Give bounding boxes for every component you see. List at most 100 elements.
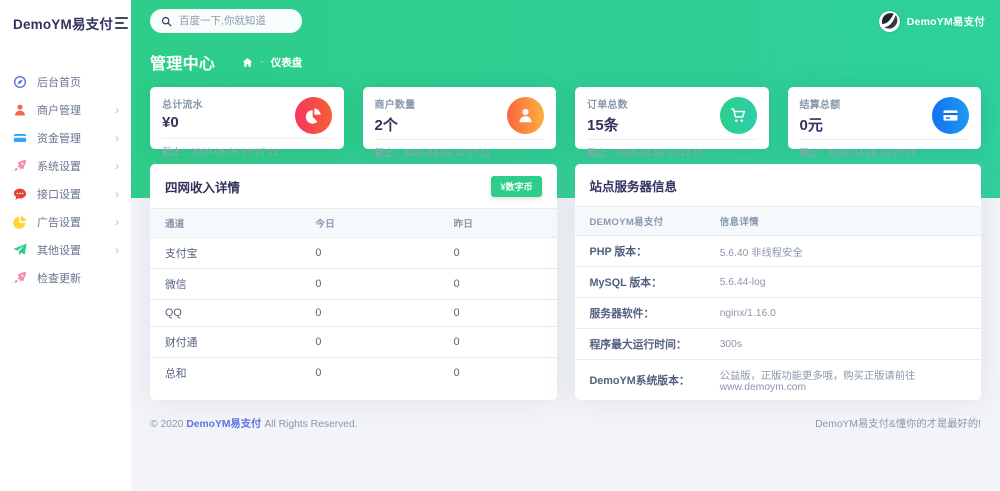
info-label: 服务器软件： [574, 297, 705, 329]
info-label: MySQL 版本： [574, 266, 705, 298]
server-panel-header: 站点服务器信息 [575, 164, 982, 206]
server-panel: 站点服务器信息 DEMOYM易支付 信息详情 PHP 版本： 5.6.40 非线程安… [574, 164, 982, 400]
breadcrumb: - 仪表盘 [242, 55, 302, 70]
sidebar-item-3[interactable]: 资金管理 › [0, 124, 131, 152]
sidebar-item-7[interactable]: 其他设置 › [0, 236, 131, 264]
cell: 0 [438, 357, 557, 388]
column-header: 信息详情 [704, 206, 981, 236]
sidebar-nav: 后台首页 商户管理 › 资金管理 › 系统设置 › 接口设置 › 广告设置 › 其他设置 › 检查更新 [0, 46, 131, 292]
breadcrumb-current: 仪表盘 [270, 56, 303, 69]
table-row: 支付宝 0 0 [150, 238, 557, 269]
sidebar-item-label: 广告设置 [37, 217, 81, 229]
income-panel-header: 四网收入详情 ¥数字币 [150, 164, 557, 208]
sidebar-item-label: 检查更新 [37, 273, 81, 285]
stat-footer: 截止：2020-04-26 10:27:11 [162, 138, 332, 158]
column-header: DEMOYM易支付 [574, 206, 705, 236]
chevron-right-icon: › [115, 131, 119, 145]
stat-cards-row: 总计流水 ¥0 截止：2020-04-26 10:27:11 商户数量 2个截止：202… [150, 87, 981, 159]
cell: QQ [150, 299, 301, 327]
stat-footer: 截止：2020-04-26 10:27:11 [799, 139, 969, 159]
sidebar-item-6[interactable]: 广告设置 › [0, 208, 131, 236]
cell: 微信 [150, 268, 301, 300]
cell: 0 [438, 268, 557, 300]
table-row: 服务器软件： nginx/1.16.0 [574, 297, 981, 329]
chevron-right-icon: › [115, 187, 119, 201]
sidebar-item-1[interactable]: 后台首页 [0, 68, 131, 96]
sidebar-item-label: 接口设置 [37, 189, 81, 201]
user-menu[interactable]: DemoYM易支付 [878, 10, 985, 32]
page-footer: © 2020 DemoYM易支付 All Rights Reserved. Demo… [150, 415, 981, 430]
table-row: 财付通 0 0 [150, 326, 557, 358]
footer-brand-link[interactable]: DemoYM易支付 [186, 419, 262, 430]
panels-row: 四网收入详情 ¥数字币 通道 今日 昨日 支付宝 0 0 微信 0 0 QQ 0 0 财付通 0 0 总和 0… [150, 164, 981, 400]
cell: 支付宝 [165, 248, 198, 260]
person-icon [507, 97, 544, 134]
stat-footer: 截止：2020-04-26 10:27:11 [374, 139, 544, 159]
credit-card-icon [13, 131, 27, 145]
brand-logo: DemoYM易支付 [13, 17, 114, 32]
comment-icon [13, 187, 27, 201]
pie-chart-icon [294, 97, 332, 134]
table-row: 微信 0 0 [150, 268, 557, 300]
stat-value: ¥0 [162, 114, 179, 131]
user-name: DemoYM易支付 [906, 15, 985, 28]
cell: 0 [300, 357, 439, 388]
pie-icon [13, 215, 27, 229]
cell: 0 [300, 326, 439, 358]
cart-icon [719, 97, 757, 134]
server-panel-title: 站点服务器信息 [589, 180, 678, 194]
sidebar-item-5[interactable]: 接口设置 › [0, 180, 131, 208]
user-icon [13, 103, 27, 117]
info-value: 300s [704, 328, 981, 360]
footer-copyright: © 2020 DemoYM易支付 All Rights Reserved. [150, 415, 358, 430]
footer-slogan: DemoYM易支付&懂你的才是最好的! [815, 419, 981, 430]
sidebar-item-8[interactable]: 检查更新 [0, 264, 131, 292]
table-row: PHP 版本： 5.6.40 非线程安全 [575, 236, 982, 267]
sidebar-item-label: 系统设置 [37, 161, 81, 173]
table-row: QQ 0 0 [150, 299, 557, 327]
search-field[interactable] [179, 15, 291, 27]
income-panel-title: 四网收入详情 [165, 181, 241, 195]
info-value: 5.6.40 非线程安全 [719, 247, 803, 259]
home-icon[interactable] [242, 57, 253, 68]
chevron-right-icon: › [115, 159, 119, 173]
digital-currency-button[interactable]: ¥数字币 [491, 176, 542, 197]
info-label: DemoYM系统版本： [574, 359, 705, 400]
footer-rights: All Rights Reserved. [264, 419, 358, 430]
topbar: DemoYM易支付 [131, 0, 1000, 42]
stat-label: 总计流水 [162, 100, 203, 111]
footer-year: © 2020 [150, 419, 184, 430]
info-value: 5.6.44-log [704, 266, 981, 298]
stat-value: 2个 [374, 117, 398, 134]
info-value: nginx/1.16.0 [704, 297, 981, 329]
cell: 财付通 [150, 326, 301, 358]
rocket-icon [13, 271, 27, 285]
cell: 0 [438, 326, 557, 358]
breadcrumb-separator: - [260, 56, 264, 68]
server-info-table: DEMOYM易支付 信息详情 PHP 版本： 5.6.40 非线程安全 MySQL 版… [574, 206, 982, 400]
stat-label: 商户数量 [374, 100, 416, 111]
sidebar-item-label: 商户管理 [37, 105, 81, 117]
income-table: 通道 今日 昨日 支付宝 0 0 微信 0 0 QQ 0 0 财付通 0 0 总和 0 0 [150, 208, 557, 388]
table-row: DemoYM系统版本： 公益版，正版功能更多哦，购买正版请前往www.demoym… [574, 359, 981, 400]
column-header: 昨日 [438, 208, 557, 238]
info-label: 程序最大运行时间： [574, 328, 705, 360]
sidebar-item-2[interactable]: 商户管理 › [0, 96, 131, 124]
column-header: 通道 [150, 208, 301, 238]
stat-label: 结算总额 [799, 100, 841, 111]
chevron-right-icon: › [115, 103, 119, 117]
main-area: DemoYM易支付 管理中心 - 仪表盘 总计流水 ¥0 截止：2020-04-26… [131, 0, 1000, 491]
chevron-right-icon: › [115, 243, 119, 257]
stat-value: 15条 [587, 117, 619, 134]
sidebar-item-4[interactable]: 系统设置 › [0, 152, 131, 180]
stat-card-4: 结算总额 0元 截止：2020-04-26 10:27:11 [787, 87, 981, 159]
search-icon [161, 16, 172, 26]
cell: 0 [438, 299, 557, 327]
search-input[interactable] [150, 9, 302, 33]
compass-icon [13, 75, 27, 89]
sidebar-header: DemoYM易支付 [0, 0, 131, 46]
cell: 0 [300, 268, 439, 300]
rocket-icon [13, 159, 27, 173]
menu-toggle-icon[interactable] [113, 14, 130, 32]
